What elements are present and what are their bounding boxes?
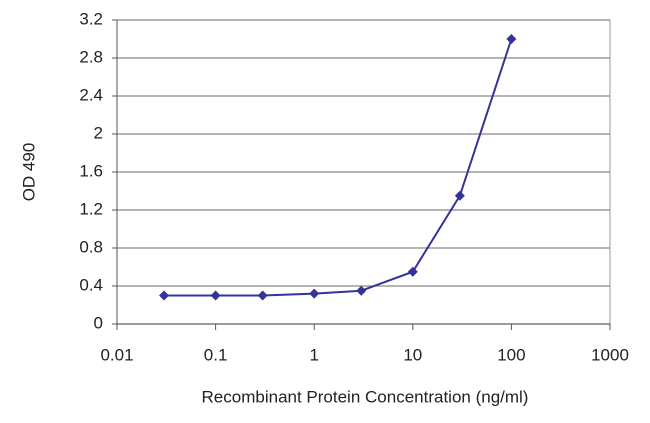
data-point [356, 285, 367, 296]
data-point [506, 34, 517, 44]
x-axis-label: Recombinant Protein Concentration (ng/ml… [202, 387, 529, 406]
data-point [159, 290, 170, 301]
x-tick-label: 10 [403, 345, 422, 364]
y-tick-label: 3.2 [79, 9, 103, 28]
data-line [164, 38, 513, 297]
data-point [257, 290, 268, 301]
y-tick-label: 1.2 [79, 199, 103, 218]
x-tick-label: 100 [497, 345, 525, 364]
y-axis-label: OD 490 [19, 143, 38, 202]
y-tick-label: 2 [94, 123, 103, 142]
data-point [407, 266, 418, 277]
x-tick-label: 0.01 [100, 345, 133, 364]
y-tick-label: 0.4 [79, 275, 103, 294]
y-tick-label: 0.8 [79, 237, 103, 256]
x-tick-label: 1 [309, 345, 318, 364]
data-point [210, 290, 221, 301]
y-tick-label: 2.4 [79, 85, 103, 104]
y-tick-label: 1.6 [79, 161, 103, 180]
x-tick-label: 1000 [591, 345, 629, 364]
y-tick-label: 2.8 [79, 47, 103, 66]
data-point [309, 288, 320, 299]
data-point [454, 190, 465, 201]
y-tick-label: 0 [94, 313, 103, 332]
x-tick-label: 0.1 [204, 345, 228, 364]
